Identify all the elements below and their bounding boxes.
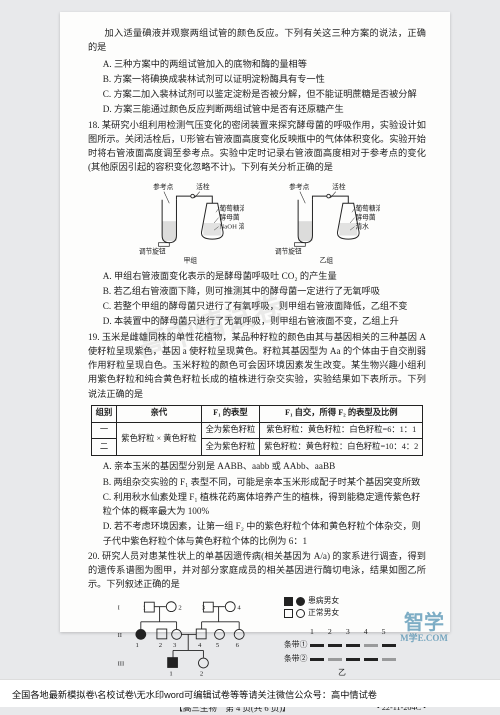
svg-text:2: 2 [200,670,203,677]
label-tiaojiexuanniu: 调节旋钮 [139,246,166,255]
r1c3: 全为紫色籽粒 [201,422,260,439]
r2c4: 紫色籽粒：黄色籽粒：白色籽粒=10：4：2 [260,439,423,456]
th-2: F₁ 的表型 [201,405,260,422]
q19-opt-b: B. 两组杂交实验的 F₁ 表型不同，可能是亲本玉米形成配子时某个基因突变所致 [88,475,426,489]
label-putaotang-2: 葡萄糖溶液 [355,203,380,212]
legend: 患病男女 正常男女 1 2 3 4 5 条带① 条带② [284,596,400,679]
q18-diagram-yi: 参考点 活栓 葡萄糖溶液 酵母菌 清水 调节旋钮 乙组 [270,180,380,266]
svg-text:4: 4 [198,641,202,648]
q18-opt-d: D. 本装置中的酵母菌只进行了无氧呼吸，则甲组右管液面不变，乙组上升 [88,314,426,328]
svg-text:1: 1 [143,604,146,611]
q20-stem: 20. 研究人员对患某性状上的单基因遗传病(相关基因为 A/a) 的家系进行调查… [88,549,426,592]
svg-text:1: 1 [135,641,138,648]
gel: 1 2 3 4 5 条带① 条带② 乙 [284,627,400,679]
q19-stem: 19. 玉米是雌雄同株的单性花植物，某品种籽粒的颜色由其与基因相关的三种基因 A… [88,330,426,401]
label-jiaomu: 酵母菌 [219,212,239,221]
gel-label: 乙 [284,668,400,679]
th-1: 亲代 [117,405,201,422]
label-qingshui: 清水 [355,221,369,230]
q18-opt-b: B. 若乙组右管液面下降，则可推测其中的酵母菌一定进行了无氧呼吸 [88,284,426,298]
label-jiaomu-2: 酵母菌 [355,212,375,221]
q19-table: 组别 亲代 F₁ 的表型 F₁ 自交，所得 F₂ 的表型及比例 一 紫色籽粒 ×… [91,405,424,457]
bottom-bar: 全国各地最新模拟卷\名校试卷\无水印word可编辑试卷等等请关注微信公众号：高中… [0,679,500,707]
svg-text:3: 3 [202,604,206,611]
q17-opt-c: C. 方案二加入裴林试剂可以鉴定淀粉是否被分解，但不能证明蔗糖是否被分解 [88,87,426,101]
label-yi: 乙组 [320,255,334,264]
q18-diagram-jia: 参考点 活栓 葡萄糖溶液 酵母菌 NaOH 溶液 调节旋钮 甲组 [134,180,244,266]
r2c3: 全为紫色籽粒 [201,439,260,456]
q17-opt-a: A. 三种方案中的两组试管加入的底物和酶的量相等 [88,57,426,71]
r1c1: 一 [91,422,117,439]
legend-affected: 患病男女 [308,596,339,607]
exam-page: 加入适量碘液并观察两组试管的颜色反应。下列有关这三种方案的说法，正确的是 A. … [60,12,450,632]
label-jia: 甲组 [184,255,198,264]
svg-text:III: III [118,660,125,667]
q18-opt-a: A. 甲组右管液面变化表示的是酵母菌呼吸吐 CO₂ 的产生量 [88,269,426,283]
svg-text:I: I [118,604,120,611]
q17-stem-cont: 加入适量碘液并观察两组试管的颜色反应。下列有关这三种方案的说法，正确的是 [88,26,426,55]
label-putaotang: 葡萄糖溶液 [219,203,244,212]
label-naoh: NaOH 溶液 [219,221,244,230]
label-huoshuan-2: 活栓 [332,181,346,190]
svg-text:6: 6 [236,641,240,648]
q17-opt-d: D. 方案三能通过颜色反应判断两组试管中是否有还原糖产生 [88,102,426,116]
svg-text:II: II [118,632,122,639]
q18-opt-c: C. 若整个甲组的酵母菌只进行了有氧呼吸，则甲组右管液面降低，乙组不变 [88,299,426,313]
q19-opt-a: A. 亲本玉米的基因型分别是 AABB、aabb 或 AAbb、aaBB [88,459,426,473]
q17-opt-b: B. 方案一将碘换成裴林试剂可以证明淀粉酶具有专一性 [88,72,426,86]
legend-normal: 正常男女 [308,608,339,619]
r1c2: 紫色籽粒 × 黄色籽粒 [117,422,201,456]
th-0: 组别 [91,405,117,422]
r1c4: 紫色籽粒：黄色籽粒：白色籽粒=6：1：1 [260,422,423,439]
label-cankaodian-2: 参考点 [289,181,309,190]
label-tiaojiexuanniu-2: 调节旋钮 [275,246,302,255]
svg-text:2: 2 [159,641,162,648]
q19-opt-c: C. 利用秋水仙素处理 F₁ 植株花药离体培养产生的植株，得到能稳定遗传紫色籽粒… [88,490,426,519]
q19-opt-d: D. 若不考虑环境因素，让第一组 F₂ 中的紫色籽粒个体和黄色籽粒个体杂交，则子… [88,519,426,548]
th-3: F₁ 自交，所得 F₂ 的表型及比例 [260,405,423,422]
svg-text:3: 3 [173,641,177,648]
q18-stem: 18. 某研究小组利用检测气压变化的密闭装置来探究酵母菌的呼吸作用，实验设计如图… [88,118,426,175]
svg-text:4: 4 [237,604,241,611]
label-huoshuan: 活栓 [196,181,210,190]
label-cankaodian: 参考点 [153,181,173,190]
q18-diagrams: 参考点 活栓 葡萄糖溶液 酵母菌 NaOH 溶液 调节旋钮 甲组 [88,180,426,266]
r2c1: 二 [91,439,117,456]
svg-text:5: 5 [216,641,220,648]
svg-text:2: 2 [178,604,181,611]
svg-text:1: 1 [169,670,172,677]
